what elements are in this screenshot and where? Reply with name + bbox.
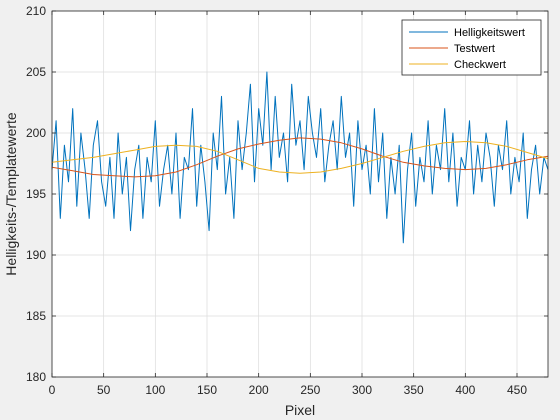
x-tick-label: 400	[455, 383, 475, 397]
x-tick-label: 150	[197, 383, 217, 397]
series-line-checkwert	[51, 141, 549, 174]
y-tick-label: 205	[26, 65, 46, 79]
x-tick-label: 300	[352, 383, 372, 397]
y-tick-label: 200	[26, 126, 46, 140]
y-tick-label: 210	[26, 4, 46, 18]
x-tick-label: 450	[507, 383, 527, 397]
y-axis-label: Helligkeits-/Templatewerte	[3, 112, 19, 276]
series-line-testwert	[51, 137, 549, 178]
x-axis-label: Pixel	[285, 402, 315, 418]
legend-label-checkwert: Checkwert	[454, 59, 506, 71]
y-tick-label: 185	[26, 309, 46, 323]
y-tick-label: 190	[26, 248, 46, 262]
x-tick-label: 100	[145, 383, 165, 397]
series-lines	[51, 71, 549, 244]
legend-label-testwert: Testwert	[454, 43, 495, 55]
x-tick-label: 0	[49, 383, 56, 397]
x-tick-label: 200	[249, 383, 269, 397]
y-tick-label: 180	[26, 370, 46, 384]
y-tick-label: 195	[26, 187, 46, 201]
axis-ticks: 0 50 100 150 200 250 300 350 400 450 180 185 190 195 2…	[26, 4, 548, 397]
x-tick-label: 250	[300, 383, 320, 397]
legend-label-helligkeitswert: Helligkeitswert	[454, 27, 525, 39]
x-tick-label: 350	[404, 383, 424, 397]
legend: Helligkeitswert Testwert Checkwert	[401, 19, 542, 76]
x-tick-label: 50	[97, 383, 111, 397]
